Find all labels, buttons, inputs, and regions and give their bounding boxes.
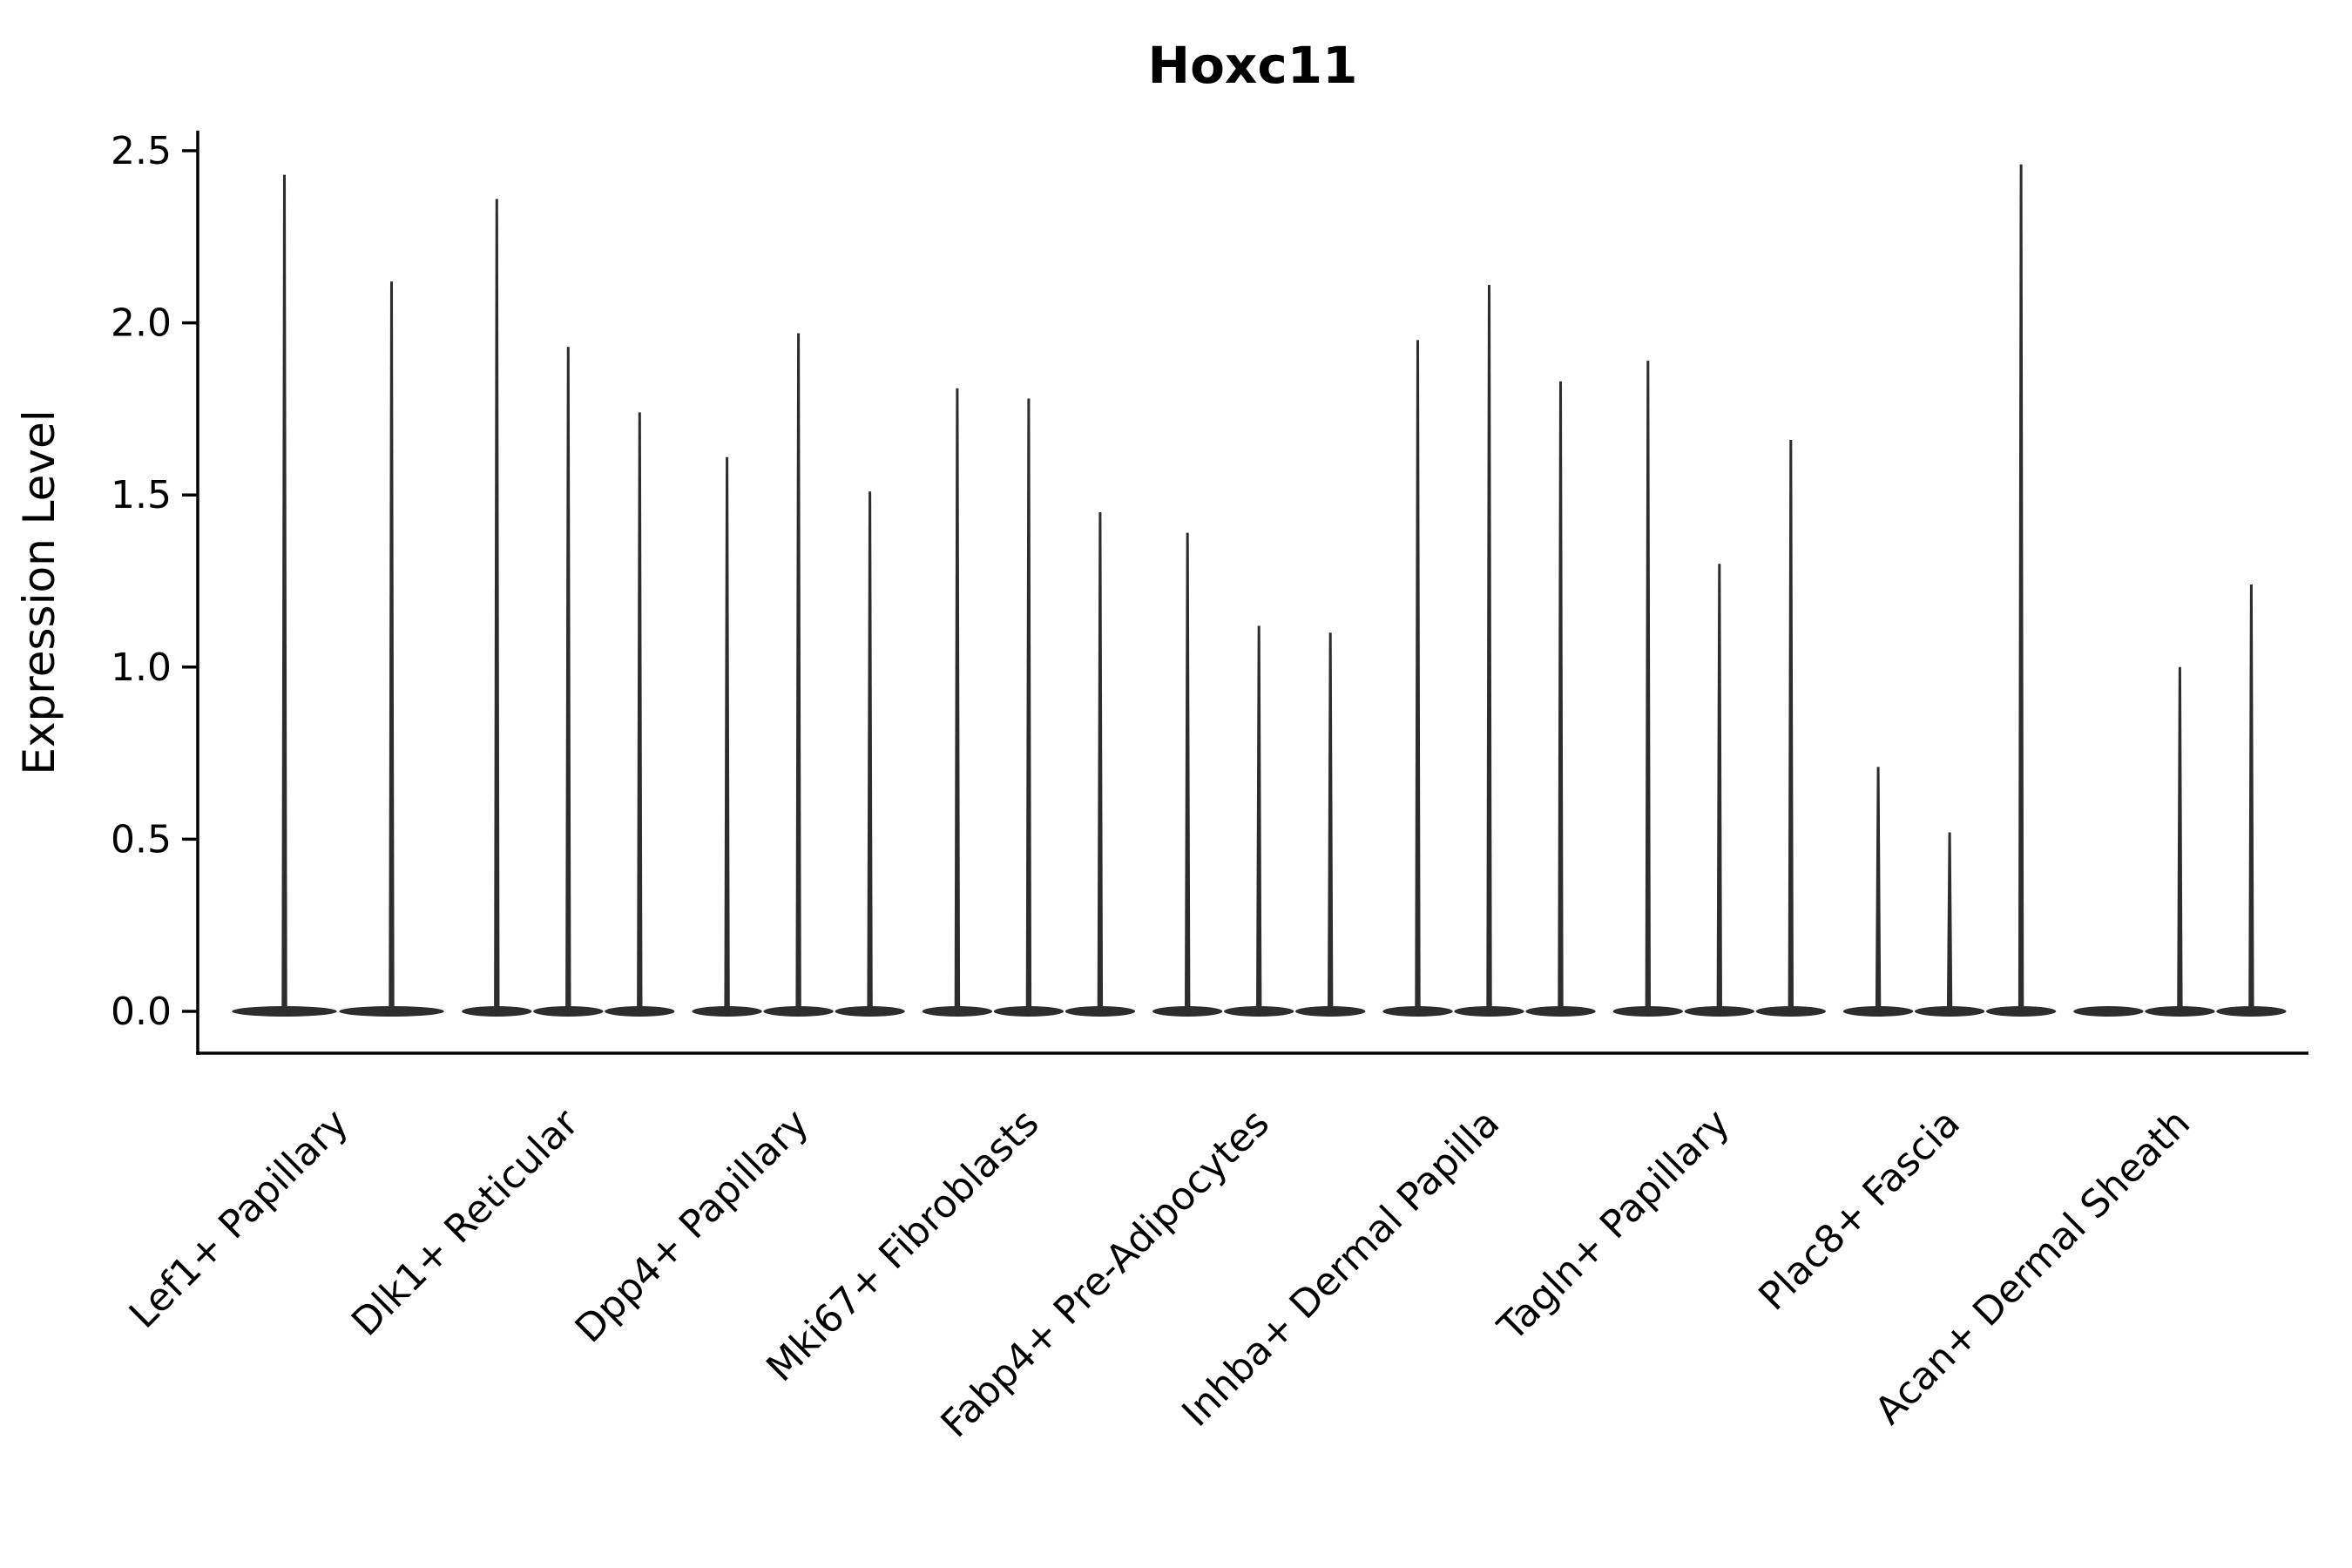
violin-spike	[1486, 285, 1492, 1011]
violin-spike	[281, 174, 287, 1011]
violins-layer	[232, 164, 2287, 1017]
violin-spike	[1788, 439, 1794, 1011]
violin-spike	[1025, 398, 1032, 1011]
violin-spike	[1645, 361, 1651, 1011]
violin-spike	[2017, 164, 2024, 1012]
violin-spike	[494, 199, 500, 1011]
x-category-label: Lef1+ Papillary	[121, 1101, 357, 1337]
violin-spike	[565, 347, 571, 1011]
violin-spike	[1558, 381, 1564, 1011]
x-category-label: Dlk1+ Reticular	[343, 1100, 588, 1345]
violin-spike	[2177, 666, 2183, 1011]
y-tick-label: 1.5	[111, 473, 172, 517]
violin-spike	[795, 333, 801, 1011]
violin-body	[2073, 1006, 2144, 1017]
violin-spike	[637, 412, 643, 1011]
y-tick-label: 0.0	[111, 990, 172, 1034]
violin-spike	[1185, 532, 1191, 1011]
y-tick-label: 2.0	[111, 301, 172, 346]
x-category-label: Dpp4+ Papillary	[567, 1101, 818, 1352]
y-tick-label: 2.5	[111, 129, 172, 173]
violin-spike	[389, 281, 395, 1011]
violin-spike	[2248, 584, 2254, 1011]
violin-spike	[1097, 511, 1104, 1011]
violin-spike	[1256, 625, 1262, 1011]
x-category-label: Tagln+ Papillary	[1489, 1101, 1738, 1350]
violin-spike	[1875, 767, 1882, 1011]
y-axis-label: Expression Level	[14, 409, 64, 774]
violin-spike	[867, 491, 873, 1011]
y-tick-label: 1.0	[111, 645, 172, 690]
violin-spike	[1415, 340, 1421, 1011]
y-tick-label: 0.5	[111, 817, 172, 862]
x-category-label: Plac8+ Fascia	[1750, 1101, 1969, 1320]
violin-spike	[954, 388, 961, 1011]
chart-title: Hoxc11	[1148, 36, 1358, 95]
y-axis-ticks: 0.0 0.5 1.0 1.5 2.0 2.5	[111, 129, 198, 1034]
violin-spike	[1328, 632, 1334, 1011]
violin-spike	[1946, 832, 1953, 1011]
violin-spike	[1716, 564, 1722, 1011]
violin-spike	[724, 456, 730, 1011]
